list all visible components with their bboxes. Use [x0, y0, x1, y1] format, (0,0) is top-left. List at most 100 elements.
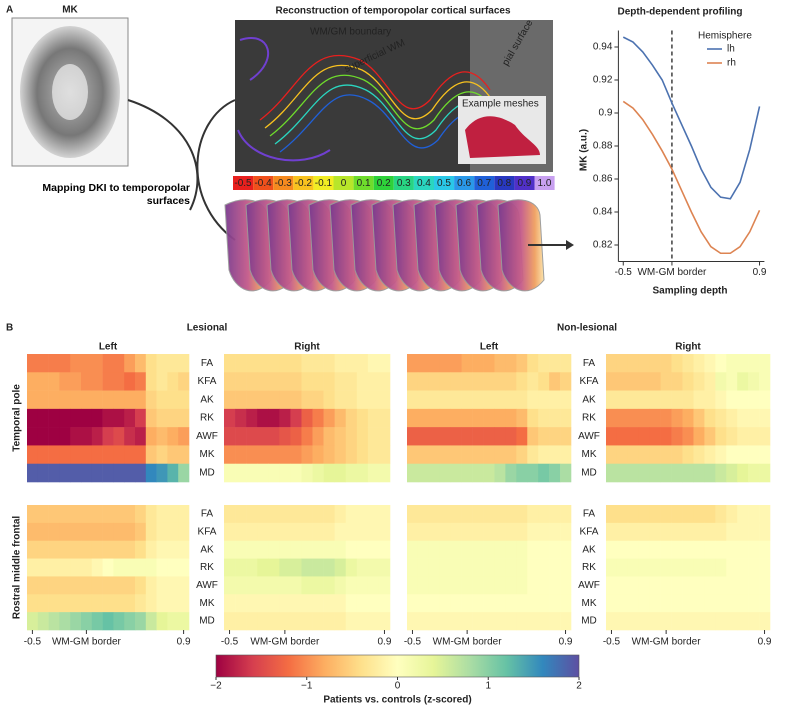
row-label: FA	[201, 358, 214, 369]
heatmap-cell	[37, 612, 49, 631]
heatmap-cell	[70, 522, 82, 542]
heatmap-cell	[113, 540, 125, 559]
heatmap-cell	[312, 427, 324, 446]
heatmap-cell	[135, 354, 147, 373]
heatmap-cell	[439, 354, 452, 373]
heatmap-cell	[748, 463, 760, 483]
heatmap-cell	[235, 540, 247, 559]
heatmap-cell	[257, 522, 269, 542]
heatmap-cell	[616, 427, 629, 446]
heatmap-cell	[450, 612, 462, 631]
heatmap-cell	[472, 612, 484, 631]
heatmap-cell	[516, 354, 528, 373]
heatmap-cell	[748, 505, 760, 524]
heatmap-cell	[356, 540, 369, 559]
heatmap-cell	[759, 576, 771, 595]
heatmap-cell	[682, 354, 694, 373]
heatmap-cell	[417, 445, 430, 465]
heatmap-cell	[660, 522, 672, 542]
heatmap-cell	[682, 522, 694, 542]
brain-detail	[52, 64, 88, 120]
heatmap-cell	[334, 594, 347, 613]
heatmap-cell	[538, 594, 550, 613]
heatmap-cell	[748, 390, 760, 410]
heatmap-cell	[461, 576, 473, 595]
heatmap-cell	[334, 463, 347, 483]
heatmap-cell	[726, 463, 738, 483]
heatmap-cell	[660, 427, 672, 446]
heatmap-cell	[48, 372, 60, 391]
heatmap-cell	[693, 408, 705, 428]
heatmap-cell	[268, 408, 280, 428]
heatmap-cell	[135, 463, 147, 483]
heatmap-cell	[682, 540, 694, 559]
heatmap-cell	[407, 372, 419, 391]
heatmap-cell	[224, 558, 236, 577]
heatmap-cell	[48, 594, 60, 613]
heatmap-cell	[660, 463, 672, 483]
region-label: Temporal pole	[12, 384, 23, 452]
heatmap-cell	[549, 372, 561, 391]
side-title: Left	[480, 342, 499, 353]
x-tick-label: 0.9	[378, 637, 392, 648]
heatmap-cell	[494, 390, 506, 410]
heatmap-cell	[246, 372, 258, 391]
heatmap-cell	[527, 354, 539, 373]
heatmap-cell	[91, 463, 103, 483]
heatmap-cell	[726, 390, 738, 410]
heatmap-cell	[472, 576, 484, 595]
heatmap-cell	[483, 427, 495, 446]
heatmap-cell	[70, 372, 82, 391]
heatmap-cell	[135, 594, 147, 613]
x-axis-label: Sampling depth	[653, 286, 728, 297]
heatmap-cell	[704, 408, 716, 428]
contour-label: -0.2	[295, 178, 313, 189]
heatmap-cell	[224, 427, 236, 446]
heatmap-cell	[660, 594, 672, 613]
heatmap-cell	[616, 522, 629, 542]
heatmap-cell	[693, 390, 705, 410]
heatmap-cell	[538, 558, 550, 577]
heatmap-cell	[461, 540, 473, 559]
heatmap-cell	[737, 612, 749, 631]
heatmap-cell	[737, 445, 749, 465]
heatmap-cell	[48, 505, 60, 524]
heatmap-cell	[494, 576, 506, 595]
heatmap-cell	[102, 408, 114, 428]
row-label: FA	[583, 509, 596, 520]
heatmap-cell	[527, 558, 539, 577]
heatmap-cell	[345, 390, 358, 410]
heatmap-cell	[246, 445, 258, 465]
heatmap-cell	[268, 463, 280, 483]
heatmap-cell	[27, 540, 39, 559]
heatmap-cell	[345, 445, 358, 465]
contour-swatch	[353, 176, 374, 190]
heatmap-cell	[257, 445, 269, 465]
contours	[237, 37, 499, 162]
heatmap-cell	[356, 505, 369, 524]
heatmap-cell	[37, 505, 49, 524]
heatmap-cell	[257, 354, 269, 373]
heatmap-cell	[472, 558, 484, 577]
heatmap-cell	[748, 522, 760, 542]
heatmap-cell	[704, 594, 716, 613]
contour-swatch	[534, 176, 555, 190]
heatmap-cell	[235, 372, 247, 391]
heatmap-cell	[224, 594, 236, 613]
heatmap-cell	[37, 354, 49, 373]
heatmap-cell	[560, 522, 572, 542]
heatmap-cell	[167, 612, 179, 631]
row-label: MD	[199, 467, 215, 478]
contour-swatch	[313, 176, 334, 190]
heatmap-cell	[439, 522, 452, 542]
heatmap-cell	[268, 522, 280, 542]
heatmap-cell	[48, 540, 60, 559]
heatmap-cell	[378, 408, 391, 428]
heatmap-cell	[737, 354, 749, 373]
chart-title: Depth-dependent profiling	[618, 7, 743, 18]
heatmap-cell	[37, 372, 49, 391]
heatmap-cell	[538, 505, 550, 524]
heatmap-cell	[81, 505, 93, 524]
heatmap-cell	[439, 576, 452, 595]
heatmap-cell	[715, 427, 727, 446]
